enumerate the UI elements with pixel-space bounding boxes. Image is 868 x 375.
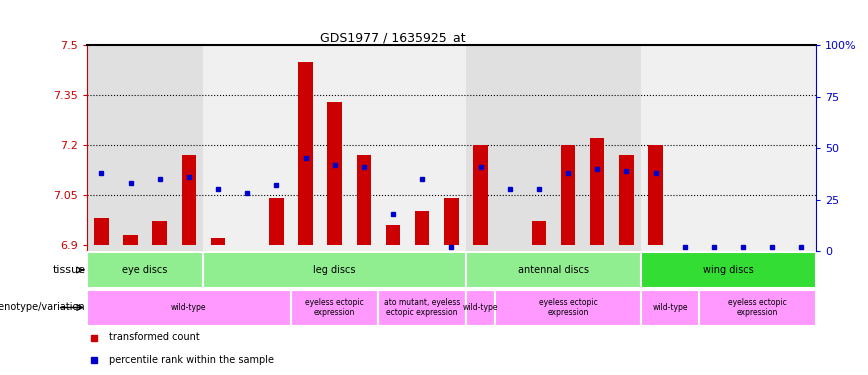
Text: wild-type: wild-type [171,303,207,312]
Bar [269,198,284,244]
Bar [299,62,312,244]
Bar [619,155,634,244]
Bar [181,155,196,244]
Text: ato mutant, eyeless
ectopic expression: ato mutant, eyeless ectopic expression [384,298,460,317]
Bar [495,290,641,326]
Text: wild-type: wild-type [653,303,687,312]
Bar [641,252,816,288]
Text: eye discs: eye discs [122,265,168,275]
Text: tissue: tissue [52,265,85,275]
Bar [641,290,700,326]
Text: eyeless ectopic
expression: eyeless ectopic expression [306,298,364,317]
Bar [590,138,604,244]
Bar [378,290,466,326]
Bar [415,211,430,244]
Bar [87,290,291,326]
Text: leg discs: leg discs [313,265,356,275]
Bar [648,145,663,244]
Text: wing discs: wing discs [703,265,753,275]
Bar [561,145,575,244]
Title: GDS1977 / 1635925_at: GDS1977 / 1635925_at [320,31,466,44]
Bar [466,252,641,288]
Bar [466,45,641,251]
Text: eyeless ectopic
expression: eyeless ectopic expression [728,298,787,317]
Text: percentile rank within the sample: percentile rank within the sample [108,355,273,365]
Text: genotype/variation: genotype/variation [0,303,85,312]
Bar [357,155,372,244]
Bar [87,252,203,288]
Bar [87,45,203,251]
Bar [444,198,458,244]
Text: eyeless ectopic
expression: eyeless ectopic expression [539,298,597,317]
Bar [123,235,138,244]
Bar [641,45,816,251]
Bar [203,252,466,288]
Text: transformed count: transformed count [108,333,200,342]
Bar [327,102,342,244]
Bar [466,290,495,326]
Bar [473,145,488,244]
Bar [153,221,167,245]
Bar [211,238,226,244]
Bar [700,290,816,326]
Bar [94,218,108,244]
Bar [385,225,400,245]
Bar [291,290,378,326]
Text: wild-type: wild-type [463,303,498,312]
Text: antennal discs: antennal discs [518,265,589,275]
Bar [531,221,546,245]
Bar [203,45,466,251]
